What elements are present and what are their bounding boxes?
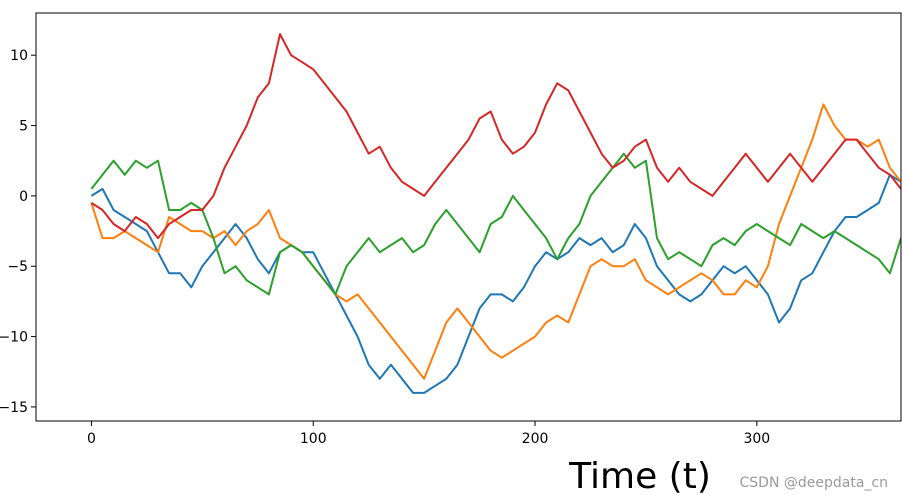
x-tick-label: 100 — [300, 431, 327, 447]
x-axis-label: Time (t) — [568, 456, 711, 497]
y-tick-label: 0 — [19, 189, 28, 205]
y-axis: −15 −10 −5 0 5 10 — [0, 48, 36, 416]
x-tick-label: 0 — [87, 431, 96, 447]
series-line-1 — [90, 173, 901, 394]
x-tick-label: 300 — [743, 431, 770, 447]
series-line-4 — [90, 33, 901, 240]
series-line-3 — [90, 152, 901, 296]
axes-frame — [35, 12, 902, 422]
y-tick-label: 5 — [19, 119, 28, 135]
x-tick-label: 200 — [522, 431, 549, 447]
series-layer — [90, 33, 901, 394]
y-tick-label: −5 — [7, 259, 28, 275]
y-tick-label: −15 — [0, 400, 28, 416]
y-tick-label: 10 — [10, 48, 28, 64]
x-axis: 0 100 200 300 — [87, 421, 770, 447]
series-line-2 — [90, 103, 901, 380]
watermark: CSDN @deepdata_cn — [740, 475, 888, 491]
y-tick-label: −10 — [0, 330, 28, 346]
